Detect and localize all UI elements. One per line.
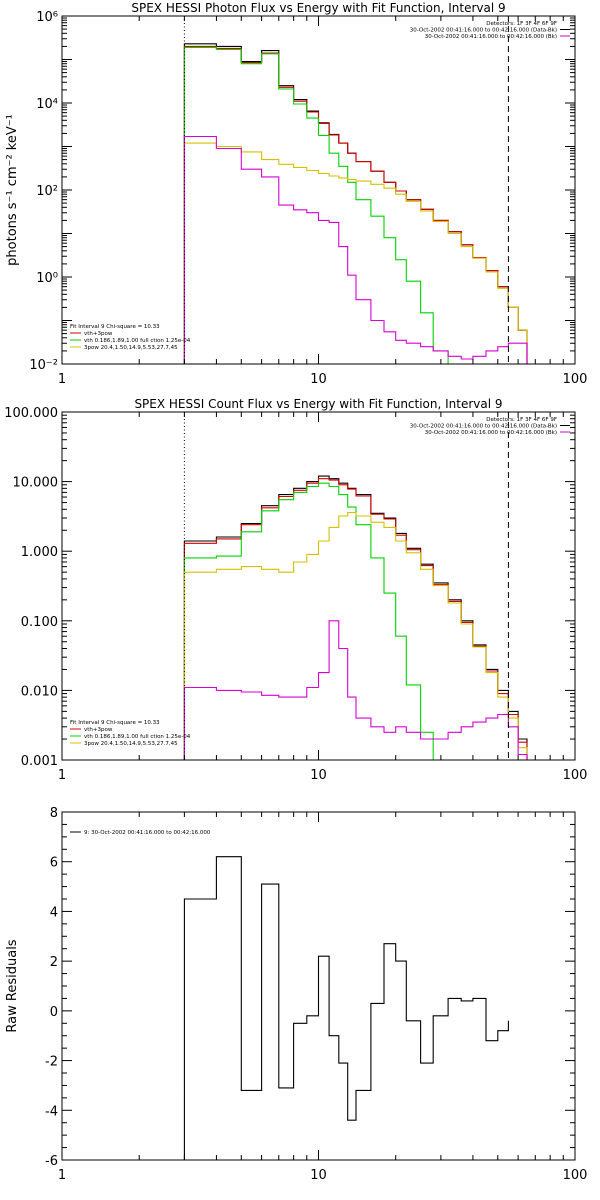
y-tick-label: 10⁴ [36, 97, 58, 112]
series-line-2 [183, 45, 528, 364]
y-tick-label: 1.000 [21, 545, 58, 560]
x-tick-label: 10 [310, 768, 327, 783]
y-tick-label: 100.000 [4, 406, 58, 421]
y-tick-label: 0.010 [21, 684, 58, 699]
y-tick-label: 4 [50, 905, 58, 920]
y-tick-label: 2 [50, 955, 58, 970]
legend-entry-left: 9: 30-Oct-2002 00:41:16.000 to 00:42:16.… [84, 830, 211, 836]
x-tick-label: 100 [563, 768, 588, 783]
chart-title: SPEX HESSI Photon Flux vs Energy with Fi… [131, 1, 505, 15]
x-tick-label: 100 [563, 1168, 588, 1183]
series-line-3 [183, 46, 449, 364]
y-tick-label: 10⁰ [36, 271, 58, 286]
plot-frame [61, 15, 576, 365]
plot-frame [61, 411, 576, 761]
y-tick-label: 10⁻² [29, 358, 58, 373]
legend-entry-left: vth 0.186,1.89,1.00 full ction 1.25e-04 [84, 338, 191, 344]
x-tick-label: 10 [310, 372, 327, 387]
y-tick-label: 0.001 [21, 754, 58, 769]
series-line-5 [183, 135, 528, 364]
series-group [183, 856, 509, 1160]
series-group [183, 475, 528, 760]
x-tick-label: 100 [563, 372, 588, 387]
y-tick-label: 10² [36, 184, 58, 199]
y-axis-label: photons s⁻¹ cm⁻² keV⁻¹ [5, 114, 20, 266]
series-line-4 [183, 511, 528, 760]
legend-entry-right: 30-Oct-2002 00:41:16.000 to 00:42:16.000… [410, 28, 557, 34]
y-tick-label: 0.100 [21, 615, 58, 630]
legend-entry-right: Detectors: 1F 3F 4F 6F 9F [486, 21, 557, 27]
chart-panel-1: SPEX HESSI Photon Flux vs Energy with Fi… [5, 1, 588, 387]
legend-entry-left: 3pow 20.4,1.50,14.9,5.53,27.7,45 [84, 345, 178, 351]
y-axis-label: Raw Residuals [5, 939, 20, 1032]
chart-title: SPEX HESSI Count Flux vs Energy with Fit… [134, 397, 502, 411]
legend-entry-right: Detectors: 1F 3F 4F 6F 9F [486, 417, 557, 423]
series-line-4 [183, 142, 528, 364]
y-tick-label: 6 [50, 856, 58, 871]
x-tick-label: 1 [58, 768, 66, 783]
y-tick-label: 10⁶ [36, 10, 58, 25]
legend-entry-right: 30-Oct-2002 00:41:16.000 to 00:42:16.000… [410, 424, 557, 430]
series-line-5 [183, 620, 528, 760]
x-tick-label: 10 [310, 1168, 327, 1183]
legend-entry-left: vth+3pow [84, 331, 113, 337]
legend-entry-left: 3pow 20.4,1.50,14.9,5.53,27.7,45 [84, 741, 178, 747]
chart-panel-3: Raw Residuals 1 10 100 -6 -4 -2 0 2 4 6 8 9: 30-Oct-… [5, 806, 587, 1183]
legend-entry-left: vth 0.186,1.89,1.00 full ction 1.25e-04 [84, 734, 191, 740]
chart-panel-2: SPEX HESSI Count Flux vs Energy with Fit… [4, 397, 588, 783]
legend-entry-left: vth+3pow [84, 727, 113, 733]
legend-entry-left: Fit Interval 9 Chi-square = 10.33 [70, 720, 160, 726]
legend-entry-left: Fit Interval 9 Chi-square = 10.33 [70, 324, 160, 330]
y-tick-label: -4 [45, 1104, 58, 1119]
series-line-1 [183, 43, 528, 364]
legend-entry-right: 30-Oct-2002 00:41:16.000 to 00:42:16.000… [425, 430, 557, 436]
y-tick-label: 10.000 [13, 476, 59, 491]
legend-entry-right: 30-Oct-2002 00:41:16.000 to 00:42:16.000… [425, 34, 557, 40]
series-group [183, 43, 528, 364]
series-line-1 [183, 856, 509, 1160]
y-tick-label: -2 [45, 1055, 58, 1070]
x-tick-label: 1 [58, 1168, 66, 1183]
y-tick-label: 8 [50, 806, 58, 821]
y-tick-label: -6 [45, 1154, 58, 1169]
series-line-3 [183, 482, 434, 760]
x-tick-label: 1 [58, 372, 66, 387]
y-tick-label: 0 [50, 1005, 58, 1020]
